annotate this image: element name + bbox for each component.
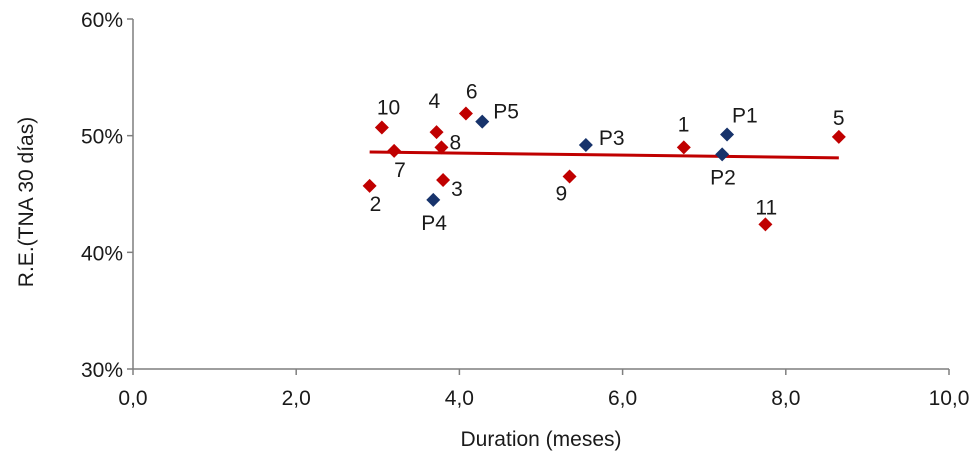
y-tick-label: 60% (81, 9, 123, 32)
data-point-5 (831, 129, 846, 144)
data-point-10 (374, 120, 389, 135)
data-point-9 (562, 169, 577, 184)
data-point-p4 (426, 192, 441, 207)
data-point-p5 (475, 114, 490, 129)
x-tick-label: 10,0 (929, 387, 970, 410)
data-point-6 (458, 106, 473, 121)
point-label-p2: P2 (710, 166, 736, 189)
point-label-p1: P1 (732, 105, 758, 128)
point-label-11: 11 (755, 196, 777, 219)
data-point-p1 (720, 127, 735, 142)
y-tick-label: 50% (81, 126, 123, 149)
x-tick-label: 2,0 (282, 387, 311, 410)
x-axis-title: Duration (meses) (460, 428, 621, 451)
point-label-5: 5 (833, 107, 845, 130)
data-point-11 (758, 217, 773, 232)
point-label-2: 2 (370, 193, 382, 216)
point-label-10: 10 (377, 97, 400, 120)
y-axis-title: R.E.(TNA 30 días) (15, 117, 38, 287)
ticks-layer: 0,0 2,0 4,0 6,0 8,0 10,0 30% 40% 50% 60% (81, 9, 969, 410)
point-label-1: 1 (678, 113, 690, 136)
point-label-p3: P3 (599, 127, 625, 150)
data-point-8 (434, 140, 449, 155)
trendline-layer (369, 150, 839, 160)
point-label-7: 7 (394, 159, 406, 182)
data-point-2 (362, 178, 377, 193)
x-tick-label: 6,0 (608, 387, 637, 410)
data-point-3 (436, 173, 451, 187)
x-tick-label: 4,0 (445, 387, 474, 410)
points-layer (362, 106, 846, 232)
y-tick-label: 40% (81, 242, 123, 265)
data-point-4 (429, 125, 444, 140)
point-label-3: 3 (451, 178, 463, 201)
data-point-p2 (715, 147, 730, 162)
y-tick-label: 30% (81, 359, 123, 382)
point-label-6: 6 (466, 81, 478, 104)
point-label-p4: P4 (421, 212, 447, 235)
data-point-7 (387, 143, 402, 158)
point-label-9: 9 (556, 183, 568, 206)
data-point-1 (676, 140, 691, 155)
point-label-8: 8 (449, 131, 461, 154)
x-tick-label: 0,0 (118, 387, 147, 410)
point-labels-layer: 1 2 3 4 5 6 7 8 9 10 11 P1 P2 P3 P4 P5 (370, 81, 845, 235)
x-tick-label: 8,0 (771, 387, 800, 410)
point-label-4: 4 (429, 90, 441, 113)
trendline (369, 150, 839, 160)
point-label-p5: P5 (493, 101, 519, 124)
data-point-p3 (578, 138, 593, 152)
